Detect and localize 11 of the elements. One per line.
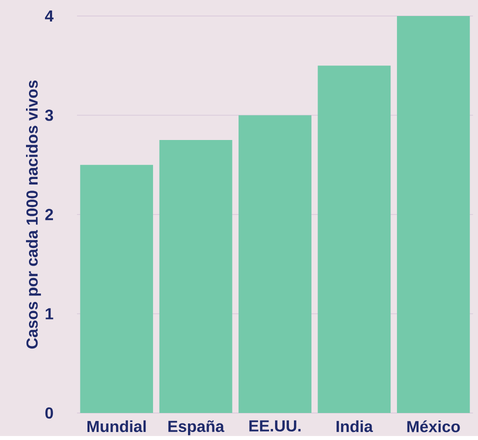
- y-tick-label: 2: [45, 209, 53, 220]
- x-tick-label: Mundial: [87, 420, 146, 432]
- y-axis-title: Casos por cada 1000 nacidos vivos: [26, 80, 41, 349]
- x-tick-label: India: [336, 420, 373, 432]
- x-tick-label: España: [168, 420, 224, 436]
- y-tick-label: 3: [45, 110, 54, 122]
- x-tick-label: México: [407, 420, 460, 432]
- y-tick-label: 4: [44, 10, 54, 22]
- y-tick-label: 0: [45, 407, 53, 419]
- x-tick-label: EE.UU.: [249, 420, 301, 432]
- y-tick-label: 1: [46, 308, 54, 320]
